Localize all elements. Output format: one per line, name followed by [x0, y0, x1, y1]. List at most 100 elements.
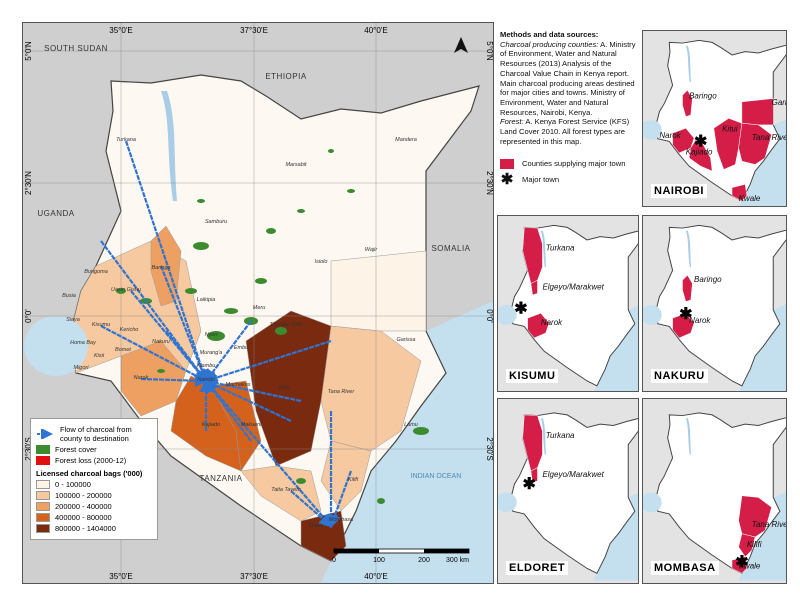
inset-county-label: Baringo: [689, 92, 717, 101]
graticule-label: 2°30'N: [24, 171, 33, 195]
scale-bar: [334, 549, 379, 553]
legend-class: 200000 - 400000: [36, 502, 152, 511]
forest: [207, 331, 225, 341]
county-label: Nairobi: [197, 377, 215, 383]
forest: [255, 278, 267, 284]
text: Counties supplying major town: [522, 158, 626, 168]
flow-arrow: [159, 265, 209, 384]
legend-flow: Flow of charcoal from county to destinat…: [60, 425, 132, 443]
county-label: Marsabit: [285, 162, 307, 168]
scale-bar: [424, 549, 469, 553]
inset-county-label: Kwale: [739, 561, 761, 570]
inset: Baringo Garissa Narok Kitui Tana River Kajiad…: [642, 30, 787, 207]
label: Charcoal producing counties:: [500, 39, 599, 49]
forest: [266, 228, 276, 234]
lake-victoria: [498, 492, 517, 513]
supplying-county: [731, 556, 748, 574]
forest: [347, 189, 355, 193]
text: A. Kenya Forest Service (KFS) Land Cover…: [500, 117, 630, 146]
graticule-label: 5°0'N: [485, 41, 493, 61]
legend-classes: 0 - 100000 100000 - 200000 200000 - 400000…: [36, 480, 152, 533]
country-label: SOUTH SUDAN: [44, 44, 108, 53]
county-label: Tharaka Nithi: [270, 322, 303, 328]
supplying-county: [682, 274, 693, 302]
county-label: Migori: [74, 365, 90, 371]
legend-class: 800000 - 1404000: [36, 524, 152, 533]
country-label: UGANDA: [37, 209, 74, 218]
flow-arrow: [328, 470, 353, 529]
county-fill: [245, 310, 332, 467]
supplying-county: [672, 312, 695, 339]
lake-victoria: [498, 304, 517, 325]
major-town: ✱: [523, 476, 536, 493]
lake-turkana: [685, 45, 692, 82]
forest: [224, 308, 238, 314]
lake-victoria: [24, 316, 88, 376]
inset-county-label: Kitui: [722, 125, 738, 134]
county-label: Bungoma: [84, 269, 108, 275]
inset-county-label: Narok: [689, 316, 711, 325]
graticule-label: 40°0'E: [364, 572, 387, 581]
supplying-county: [738, 495, 772, 538]
loss-swatch: [36, 456, 50, 465]
forest: [328, 149, 334, 153]
graticule-label: 2°30'S: [485, 437, 493, 460]
inset-title: NAKURU: [651, 369, 708, 383]
country-label: TANZANIA: [200, 474, 243, 483]
inset-legend-counties: Counties supplying major town: [500, 158, 638, 169]
swatch: [500, 158, 514, 169]
county-label: Embu: [234, 345, 248, 351]
scale-label: 300 km: [446, 557, 469, 564]
supplying-county: [738, 533, 756, 558]
legend-class: 400000 - 800000: [36, 513, 152, 522]
inset-layer: [643, 39, 786, 206]
county-label: Turkana: [116, 137, 136, 143]
text: A. Ministry of Environment, Water and Na…: [500, 39, 636, 117]
forest: [275, 327, 287, 335]
lake-victoria: [643, 492, 662, 513]
inset-county-label: Garissa: [772, 98, 786, 107]
inset: Turkana Elgeyo/Marakwet ✱ ELDORET: [497, 398, 639, 584]
north-arrow: [454, 37, 468, 53]
county-label: Kitui: [279, 385, 290, 391]
county-label: Laikipia: [197, 297, 216, 303]
county-label: Mandera: [395, 137, 417, 143]
scale-label: 100: [373, 557, 385, 564]
scale-label: 0: [332, 557, 336, 564]
inset-map: Turkana Elgeyo/Marakwet ✱: [498, 412, 638, 581]
inset-county-label: Kwale: [739, 194, 761, 203]
flow-arrow: [204, 379, 292, 422]
supplying-county: [713, 118, 743, 170]
county-label: Kwale: [309, 523, 324, 529]
county-label: Kilifi: [348, 477, 359, 483]
methods-text: Methods and data sources: Charcoal produ…: [500, 30, 638, 187]
flow-arrow: [203, 339, 332, 384]
inset-layer: [498, 224, 638, 391]
forest-swatch: [36, 445, 50, 454]
inset-map: Baringo Narok✱: [643, 224, 786, 391]
supplying-county: [530, 279, 538, 296]
county-label: Mombasa: [329, 517, 353, 523]
flow-arrow: [100, 325, 208, 383]
county-label: Siaya: [66, 317, 80, 323]
county-label: Lamu: [404, 422, 418, 428]
kenya: [655, 224, 786, 387]
flow-swatch: [37, 429, 53, 439]
methods-title: Methods and data sources:: [500, 30, 599, 39]
county-label: Nyeri: [205, 332, 219, 338]
methods-forest: Forest: A. Kenya Forest Service (KFS) La…: [500, 117, 638, 146]
kenya: [510, 412, 638, 574]
class-swatch: [36, 502, 50, 511]
county-fill: [320, 440, 372, 512]
class-label: 800000 - 1404000: [55, 524, 116, 533]
inset-county-label: Kajiado: [686, 148, 713, 157]
graticule-label: 5°0'N: [24, 41, 33, 61]
major-town: ✱: [694, 133, 707, 150]
scale-label: 200: [418, 557, 430, 564]
graticule-label: 0°0': [24, 309, 33, 323]
inset-county-label: Elgeyo/Marakwet: [542, 282, 604, 291]
ocean-label: INDIAN OCEAN: [411, 473, 462, 480]
inset-title: KISUMU: [506, 369, 559, 383]
supplying-county: [527, 312, 550, 339]
methods-counties: Charcoal producing counties: A. Ministry…: [500, 40, 638, 118]
